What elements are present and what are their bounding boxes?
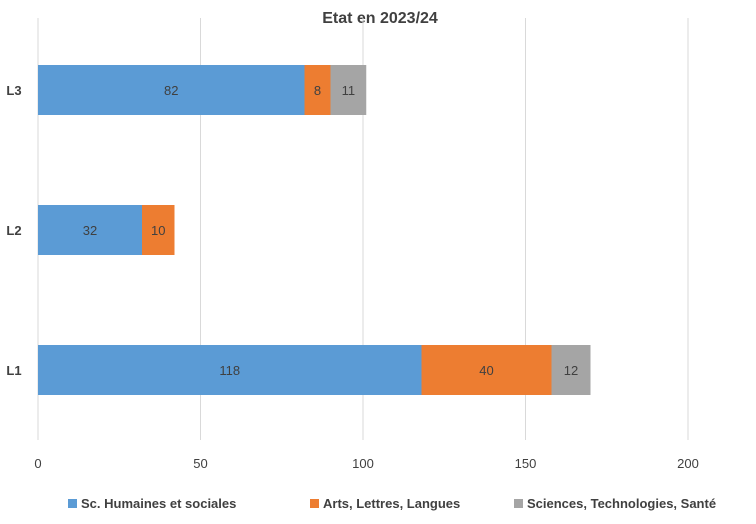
bar-l3-series-0 [38, 65, 305, 115]
data-label-l1-series-0: 118 [219, 363, 240, 378]
legend-swatch-0 [68, 499, 77, 508]
legend: Sc. Humaines et sociales Arts, Lettres, L… [68, 496, 716, 511]
data-label-l3-series-0: 82 [164, 83, 178, 98]
category-axis: L1 L2 L3 [6, 83, 21, 378]
tick-label-x-150: 150 [515, 456, 537, 471]
data-label-l3-series-2: 11 [342, 83, 356, 98]
bar-l2-series-0 [38, 205, 142, 255]
bar-l1-series-0 [38, 345, 422, 395]
bar-l1-series-1 [421, 345, 552, 395]
tick-label-x-0: 0 [34, 456, 41, 471]
tick-label-x-200: 200 [677, 456, 699, 471]
legend-label-2: Sciences, Technologies, Santé [527, 496, 716, 511]
data-labels: 118 40 12 32 10 82 8 11 [83, 83, 578, 378]
legend-label-0: Sc. Humaines et sociales [81, 496, 236, 511]
bar-l2-series-1 [142, 205, 175, 255]
value-axis: 0 50 100 150 200 [34, 456, 698, 471]
bars [38, 65, 591, 395]
data-label-l2-series-0: 32 [83, 223, 97, 238]
tick-label-x-100: 100 [352, 456, 374, 471]
bar-l1-series-2 [551, 345, 591, 395]
legend-swatch-2 [514, 499, 523, 508]
tick-label-x-50: 50 [193, 456, 207, 471]
data-label-l1-series-1: 40 [479, 363, 493, 378]
data-label-l3-series-1: 8 [314, 83, 321, 98]
bar-l3-series-1 [304, 65, 331, 115]
bar-l3-series-2 [330, 65, 367, 115]
category-label-l1: L1 [6, 363, 21, 378]
data-label-l2-series-1: 10 [151, 223, 165, 238]
legend-swatch-1 [310, 499, 319, 508]
category-label-l2: L2 [6, 223, 21, 238]
category-label-l3: L3 [6, 83, 21, 98]
chart-title: Etat en 2023/24 [322, 10, 438, 27]
legend-label-1: Arts, Lettres, Langues [323, 496, 460, 511]
data-label-l1-series-2: 12 [564, 363, 578, 378]
